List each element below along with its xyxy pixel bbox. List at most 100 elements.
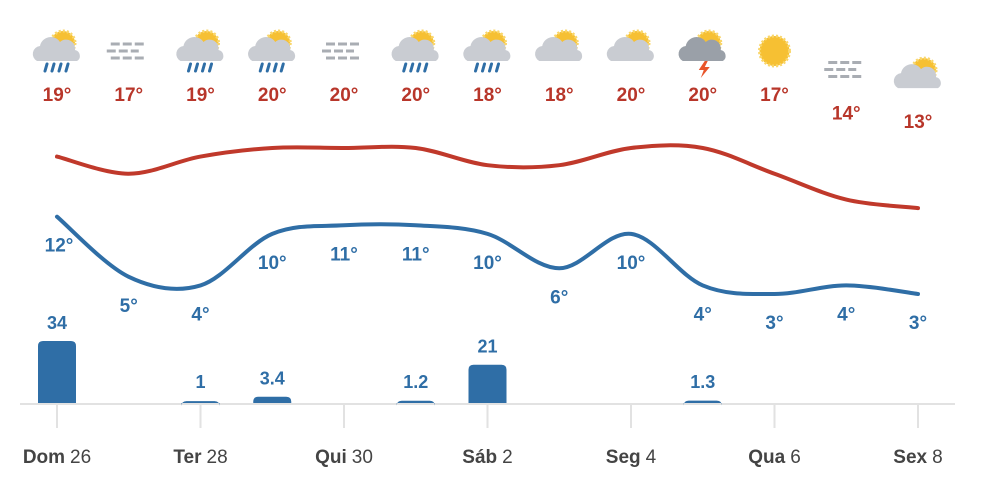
temp-line xyxy=(55,214,920,297)
weather-icon xyxy=(758,34,791,68)
date: 8 xyxy=(932,447,943,468)
max-temp-label: 18° xyxy=(545,85,574,106)
rain-drop xyxy=(50,62,56,73)
rain-drop xyxy=(265,62,271,73)
cloud xyxy=(606,37,654,61)
weather-icon xyxy=(176,29,224,73)
min-temp-label: 10° xyxy=(258,253,287,274)
min-temp-label: 10° xyxy=(473,253,502,274)
lightning xyxy=(698,61,710,78)
cloud xyxy=(678,37,726,61)
max-temp-label: 17° xyxy=(760,85,789,106)
rain-drop xyxy=(474,62,479,73)
temp-line xyxy=(55,143,920,211)
precip-label: 34 xyxy=(47,313,67,333)
weekday: Dom xyxy=(23,447,65,468)
cloud xyxy=(248,37,296,61)
weather-icon xyxy=(535,29,583,61)
weekday: Sáb xyxy=(462,447,497,468)
precip-bar xyxy=(253,396,292,403)
max-temp-label: 20° xyxy=(617,85,646,106)
rain-drop xyxy=(495,62,500,73)
weather-icon xyxy=(391,29,439,73)
cloud xyxy=(176,37,224,61)
rain-drop xyxy=(187,62,192,73)
precip-label: 1.3 xyxy=(690,372,715,392)
max-temp-label: 19° xyxy=(43,85,72,106)
icons xyxy=(32,29,941,89)
weather-icon xyxy=(824,61,865,79)
cloud xyxy=(535,37,583,61)
min-temp-label: 3° xyxy=(765,313,783,334)
min-temp-label: 4° xyxy=(837,304,855,325)
day-label: Sáb 2 xyxy=(462,447,512,468)
weekday: Qui xyxy=(315,447,347,468)
date: 30 xyxy=(352,447,373,468)
day-label: Dom 26 xyxy=(23,447,91,468)
rain-drop xyxy=(409,62,415,73)
min-temp-label: 11° xyxy=(402,244,430,265)
weekday: Ter xyxy=(173,447,202,468)
date: 26 xyxy=(70,447,91,468)
rain-drop xyxy=(208,62,213,73)
rain-drop xyxy=(423,62,429,73)
max-temp-label: 19° xyxy=(186,85,215,106)
min-temp-label: 4° xyxy=(694,304,712,325)
min-temp-label: 5° xyxy=(120,296,138,317)
day-label: Sex 8 xyxy=(893,447,942,468)
weather-icon xyxy=(893,56,941,89)
precip-label: 3.4 xyxy=(260,369,285,389)
precip-label: 21 xyxy=(477,336,497,356)
rain-drop xyxy=(272,62,278,73)
date: 4 xyxy=(646,447,657,468)
weekday: Seg xyxy=(606,447,641,468)
precip-label: 1.2 xyxy=(403,372,428,392)
max-temp-label: 20° xyxy=(401,85,430,106)
date: 2 xyxy=(502,447,513,468)
weather-icon xyxy=(322,42,362,60)
precip-bar xyxy=(181,401,220,407)
precip-bar xyxy=(396,400,435,406)
min-temp-label: 10° xyxy=(617,253,646,274)
rain-drop xyxy=(201,62,206,73)
date: 6 xyxy=(790,447,801,468)
weather-icon xyxy=(248,29,296,73)
cloud xyxy=(893,64,941,89)
min-temp-label: 11° xyxy=(330,244,358,265)
weather-icon xyxy=(678,29,726,78)
max-temp-label: 20° xyxy=(258,85,287,106)
rain-drop xyxy=(64,62,70,73)
max-temp-label: 20° xyxy=(330,85,359,106)
rain-drop xyxy=(194,62,199,73)
rain-drop xyxy=(57,62,63,73)
weather-icon xyxy=(32,29,80,73)
rain-drop xyxy=(258,62,264,73)
precip-label: 1 xyxy=(195,372,205,392)
day-label: Qui 30 xyxy=(315,447,373,468)
rain-drop xyxy=(279,62,285,73)
day-label: Qua 6 xyxy=(748,447,801,468)
rain-drop xyxy=(402,62,408,73)
min-temp-label: 4° xyxy=(191,304,209,325)
rain-drop xyxy=(416,62,422,73)
min-temp-label: 3° xyxy=(909,313,927,334)
max-temp-label: 20° xyxy=(688,85,717,106)
precip-bar xyxy=(38,341,76,403)
rain-drop xyxy=(43,62,49,73)
precip-bar xyxy=(683,400,722,406)
weather-icon xyxy=(463,29,511,73)
rain-drop xyxy=(481,62,486,73)
weather-icon xyxy=(606,29,654,61)
weekday: Qua xyxy=(748,447,785,468)
min-temp-label: 12° xyxy=(45,236,74,257)
max-temp-label: 17° xyxy=(114,85,143,106)
min-temp-label: 6° xyxy=(550,287,568,308)
day-label: Seg 4 xyxy=(606,447,657,468)
cloud xyxy=(463,37,511,61)
rain-drop xyxy=(488,62,493,73)
cloud xyxy=(391,37,439,61)
precip-bar xyxy=(468,364,507,403)
cloud xyxy=(32,37,80,61)
weather-icon xyxy=(106,42,147,60)
